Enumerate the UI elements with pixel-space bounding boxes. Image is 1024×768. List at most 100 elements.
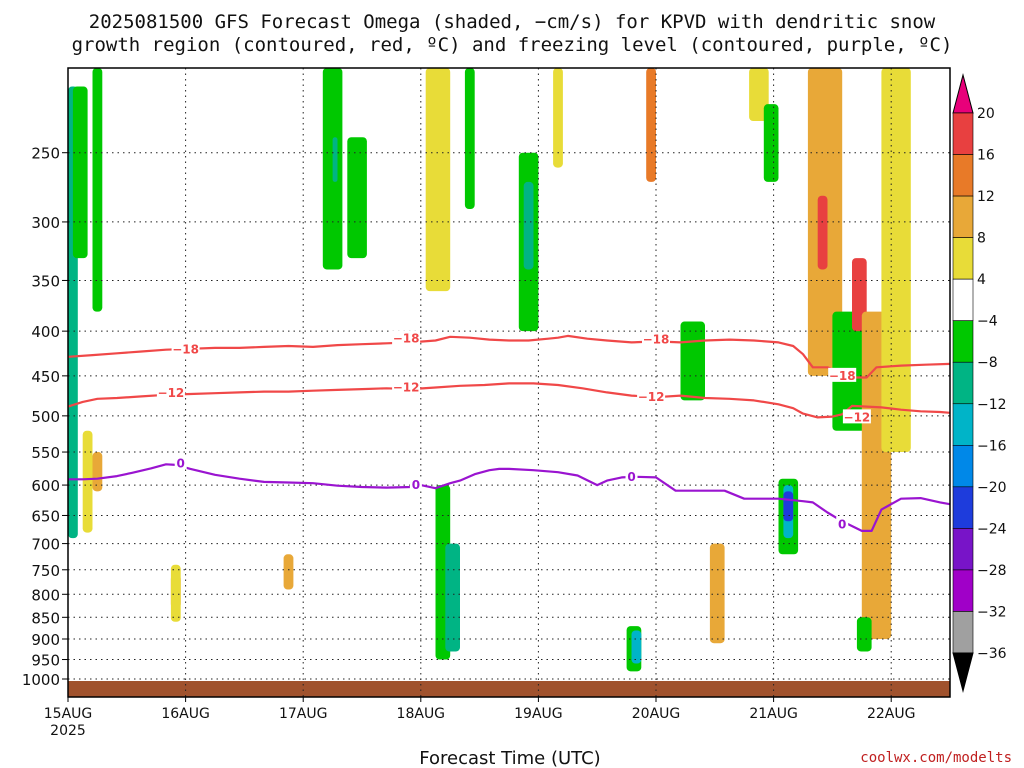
y-tick-label: 300 — [31, 214, 60, 232]
contour-line — [67, 382, 951, 419]
omega-shaded-cell — [347, 137, 367, 259]
x-tick-label: 22AUG — [867, 706, 916, 722]
omega-shaded-cell — [332, 137, 338, 182]
contour-label-bg — [409, 477, 422, 492]
contour-label-bg — [156, 385, 185, 400]
omega-shaded-cell — [72, 86, 88, 259]
omega-shaded-cell — [92, 452, 103, 492]
time-axis: 15AUG 16AUG 17AUG 18AUG 19AUG 20AUG 21AUG 22AUG… — [44, 697, 916, 739]
colorbar-band — [952, 403, 974, 446]
omega-shaded-cell — [680, 321, 705, 401]
colorbar-label: −4 — [977, 314, 998, 330]
plot-area: −18 −18 −18 −18 −12 −12 −12 −12 0 0 0 0 — [67, 67, 951, 698]
contour-line — [68, 463, 951, 532]
omega-shaded-cell — [523, 181, 534, 270]
contour-label-bg — [642, 331, 670, 346]
colorbar-band — [952, 569, 974, 612]
x-tick-label: 19AUG — [514, 706, 563, 722]
y-tick-label: 550 — [31, 444, 60, 462]
y-tick-label: 600 — [31, 477, 60, 495]
contour-label: −18 — [172, 343, 199, 357]
y-tick-label: 1000 — [22, 671, 60, 689]
chart-title-line-2: growth region (contoured, red, ºC) and f… — [72, 34, 953, 56]
grid — [68, 68, 950, 697]
y-tick-label: 900 — [31, 631, 60, 649]
colorbar-band — [952, 154, 974, 197]
y-tick-label: 750 — [31, 562, 60, 580]
x-tick-label: 15AUG — [44, 706, 93, 722]
colorbar-label: −28 — [977, 563, 1007, 579]
pressure-axis: 250 300 350 400 450 500 550 600 650 700 750 800 850 9… — [22, 145, 68, 689]
x-tick-year: 2025 — [50, 723, 86, 739]
contour-label: −18 — [393, 332, 420, 346]
contour-label: 0 — [412, 478, 420, 492]
omega-shaded-cell — [82, 430, 93, 533]
colorbar-label: 16 — [977, 148, 995, 164]
y-tick-label: 500 — [31, 408, 60, 426]
colorbar-band — [952, 361, 974, 405]
omega-shaded-cell — [749, 68, 769, 122]
colorbar-band — [952, 112, 974, 155]
omega-shaded-cell — [445, 543, 460, 652]
omega-shaded-cell — [646, 68, 656, 182]
colorbar-band — [952, 611, 974, 654]
contour-label-bg — [625, 468, 638, 483]
x-tick-label: 16AUG — [161, 706, 210, 722]
contour-label: 0 — [177, 457, 185, 471]
contour-label: −12 — [158, 386, 185, 400]
colorbar-label: 12 — [977, 189, 995, 205]
contour-label-bg — [174, 455, 187, 470]
omega-shaded-cell — [92, 68, 103, 312]
y-tick-label: 400 — [31, 323, 60, 341]
y-tick-label: 450 — [31, 368, 60, 386]
colorbar-bottom-arrow — [952, 652, 974, 693]
contour-label: 0 — [627, 470, 635, 484]
colorbar-label: 8 — [977, 231, 986, 247]
temperature-contours: −18 −18 −18 −18 −12 −12 −12 −12 0 0 0 0 — [67, 330, 951, 532]
y-tick-label: 350 — [31, 272, 60, 290]
colorbar-label: −12 — [977, 397, 1007, 413]
omega-shaded-cell — [709, 543, 725, 644]
contour-label-bg — [392, 330, 421, 345]
contour-label: −12 — [844, 410, 871, 424]
omega-shaded-cell — [783, 491, 794, 522]
contour-label-bg — [637, 389, 666, 404]
colorbar-label: −32 — [977, 604, 1007, 620]
contour-label-bg — [392, 379, 421, 394]
colorbar-label: −20 — [977, 480, 1007, 496]
credit-link[interactable]: coolwx.com/modelts — [860, 750, 1012, 766]
omega-shaded-cell — [817, 195, 828, 270]
omega-shaded-cell — [881, 68, 911, 453]
y-tick-label: 250 — [31, 145, 60, 163]
colorbar-label: −16 — [977, 438, 1007, 454]
colorbar-band — [952, 195, 974, 238]
colorbar-band — [952, 528, 974, 571]
omega-shaded-cell — [322, 68, 343, 270]
y-tick-label: 650 — [31, 507, 60, 525]
colorbar-band — [952, 237, 974, 280]
x-axis-label: Forecast Time (UTC) — [419, 748, 600, 768]
contour-line — [67, 334, 951, 379]
contour-label-bg — [836, 516, 849, 531]
y-tick-label: 850 — [31, 609, 60, 627]
plot-frame — [67, 67, 951, 698]
colorbar-label: 4 — [977, 272, 986, 288]
y-tick-label: 800 — [31, 586, 60, 604]
contour-label-bg — [842, 409, 871, 424]
omega-shaded-cell — [553, 68, 563, 168]
omega-shaded-cell — [464, 68, 475, 210]
omega-shaded-cell — [425, 68, 451, 292]
colorbar-label: −8 — [977, 355, 998, 371]
omega-shaded-cell — [170, 564, 181, 622]
colorbar-label: −36 — [977, 646, 1007, 662]
omega-shaded-cell — [763, 104, 779, 182]
x-tick-label: 18AUG — [397, 706, 446, 722]
contour-label: 0 — [838, 518, 846, 532]
y-tick-label: 700 — [31, 536, 60, 554]
contour-label: −12 — [638, 390, 665, 404]
omega-shaded-cell — [631, 630, 642, 664]
x-tick-label: 17AUG — [279, 706, 328, 722]
colorbar: 20 16 12 8 4 −4 −8 −12 −16 −20 −24 −28 −32 −36 — [952, 73, 1007, 693]
colorbar-band — [952, 486, 974, 529]
